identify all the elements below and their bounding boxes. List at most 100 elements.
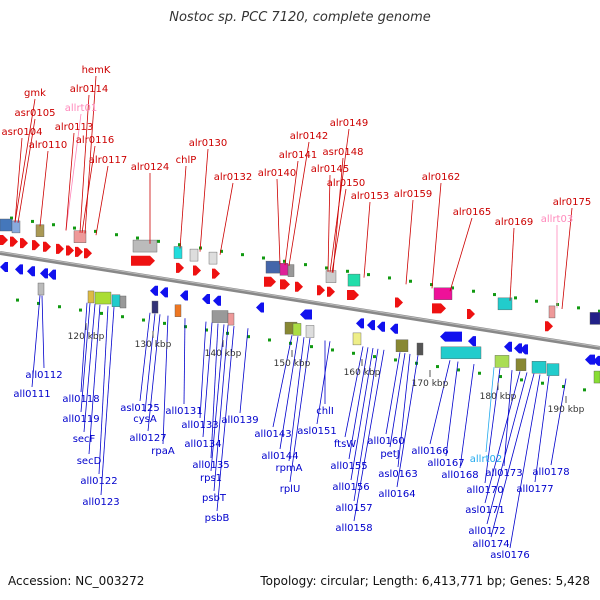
feature-block [173,246,183,259]
gene-label: all0178 [532,467,569,478]
gene-label: alr0162 [422,172,460,183]
gene-label: alr0116 [76,135,114,146]
leader-line [284,160,299,266]
gene-label: asl0125 [120,403,160,414]
reverse-gene-arrow [468,336,476,347]
forward-gene-arrow [327,286,335,297]
feature-block [292,323,302,336]
leader-line [100,307,115,496]
gene-label: all0123 [82,497,119,508]
tick-dot [436,365,439,369]
feature-block [11,220,21,234]
tick-dot [346,269,349,273]
feature-block [132,239,158,253]
tick-dot [493,293,496,297]
feature-block [279,263,289,276]
leader-line [353,348,379,502]
leader-line [88,304,101,455]
feature-block [265,260,281,274]
tick-dot [241,253,244,257]
gene-label: psbB [205,513,230,524]
gene-label: petJ [380,449,399,460]
leader-line [139,312,151,402]
feature-block [35,224,45,237]
gene-label: asr0148 [323,147,364,158]
tick-dot [16,298,19,302]
gene-label: all0111 [13,389,50,400]
gene-label: alr0114 [70,84,108,95]
leader-line [144,313,156,413]
feature-block [531,361,547,374]
leader-line [431,182,442,289]
gene-label: allrt03 [541,214,573,225]
tick-dot [58,305,61,309]
tick-dot [541,381,544,385]
leader-line [389,353,406,448]
feature-block [548,305,556,319]
gene-label: alr0130 [189,138,227,149]
gene-label: alr0150 [327,178,365,189]
gene-label: allrt01 [65,103,97,114]
leader-line [332,157,344,273]
forward-gene-arrow [264,276,276,287]
forward-gene-arrow [347,289,359,300]
reverse-gene-arrow [180,290,188,301]
gene-label: rplU [280,484,301,495]
gene-label: asl0151 [297,426,337,437]
forward-gene-arrow [66,245,74,256]
leader-line [79,94,90,233]
forward-gene-arrow [395,297,403,308]
reverse-gene-arrow [593,355,600,366]
leader-line [486,372,528,525]
forward-gene-arrow [131,255,155,266]
leader-line [327,174,331,272]
leader-line [405,199,414,285]
kbp-scale: 120 kbp 130 kbp 140 kbp 150 kbp 160 kbp 170 k… [68,323,585,415]
tick-dot [577,306,580,310]
tick-dot [268,338,271,342]
feature-block [174,304,182,317]
feature-layer [0,218,600,384]
leader-line [534,375,550,483]
gene-label: hemK [82,65,111,76]
forward-gene-arrow [20,238,28,249]
gene-label: alr0113 [55,122,93,133]
reverse-gene-arrow [0,262,8,272]
leader-line [14,98,36,223]
tick-dot [100,311,103,315]
forward-gene-arrow [43,241,51,252]
kbp-label: 140 kbp [205,349,242,359]
upper-tick-row [10,216,600,313]
leader-line [550,378,567,466]
gene-label: ftsW [334,439,356,450]
feature-block [287,264,295,277]
reverse-gene-arrow [150,285,158,296]
gene-label: all0170 [466,485,503,496]
forward-gene-arrow [84,248,92,259]
leader-line [81,145,96,234]
leader-line [80,302,88,393]
gene-label: alr0149 [330,118,368,129]
accession-label: Accession: NC_003272 [8,574,145,588]
feature-block [151,300,159,314]
leader-line [199,148,209,252]
reverse-gene-arrow [504,341,512,352]
feature-block [546,363,560,376]
gene-label: allrt02 [470,454,502,465]
feature-block [347,273,361,287]
feature-block [395,339,409,352]
leader-line [41,295,45,369]
leader-line [331,188,347,273]
leader-line [219,182,234,255]
feature-block [37,282,45,296]
gene-label: secF [73,434,96,445]
feature-block [305,325,315,338]
gene-label: chlI [316,406,334,417]
tick-dot [472,289,475,293]
feature-block [227,312,235,326]
gene-label: rps1 [200,473,222,484]
gene-label: alr0142 [290,131,328,142]
gene-label: all0160 [367,436,404,447]
leader-line [31,295,41,388]
feature-block [94,291,112,305]
